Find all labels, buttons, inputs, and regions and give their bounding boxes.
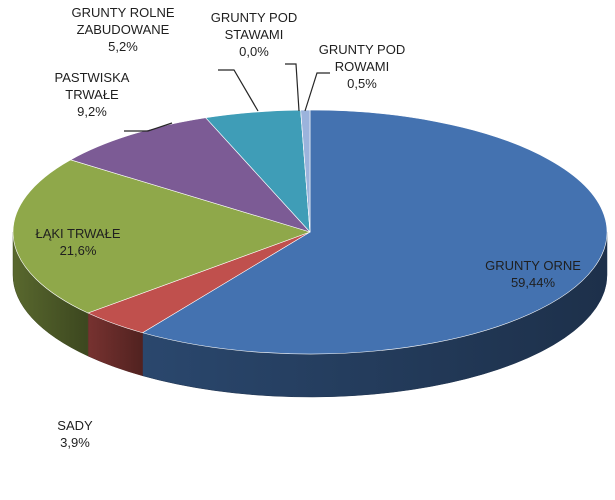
leader-line-6 xyxy=(304,72,330,112)
data-label-category: GRUNTY POD xyxy=(319,42,405,57)
data-label-category: ZABUDOWANE xyxy=(77,22,170,37)
pie-slice-2 xyxy=(12,159,311,314)
leader-line-5 xyxy=(285,63,300,112)
leader-lines xyxy=(124,63,330,132)
pie-tops xyxy=(12,109,608,355)
data-label-category: ŁĄKI TRWAŁE xyxy=(35,226,120,241)
pie-slice-3 xyxy=(70,117,311,233)
data-label-0: GRUNTY ORNE 59,44% xyxy=(485,258,581,290)
data-label-1: SADY 3,9% xyxy=(57,418,93,450)
data-label-value: 0,5% xyxy=(347,76,377,91)
data-label-category: PASTWISKA xyxy=(55,70,130,85)
data-label-4: GRUNTY ROLNE ZABUDOWANE 5,2% xyxy=(71,5,174,54)
data-label-category: SADY xyxy=(57,418,93,433)
data-labels: GRUNTY ORNE 59,44% SADY 3,9% ŁĄKI TRWAŁE 21,6… xyxy=(35,5,581,450)
data-label-category: GRUNTY ORNE xyxy=(485,258,581,273)
data-label-category: TRWAŁE xyxy=(65,87,119,102)
data-label-2: ŁĄKI TRWAŁE 21,6% xyxy=(35,226,120,258)
data-label-value: 0,0% xyxy=(239,44,269,59)
data-label-category: STAWAMI xyxy=(225,27,284,42)
data-label-category: GRUNTY ROLNE xyxy=(71,5,174,20)
data-label-category: GRUNTY POD xyxy=(211,10,297,25)
leader-line-3 xyxy=(124,122,173,132)
data-label-5: GRUNTY POD STAWAMI 0,0% xyxy=(211,10,297,59)
data-label-category: ROWAMI xyxy=(335,59,389,74)
pie-slice-0 xyxy=(142,109,608,355)
data-label-value: 21,6% xyxy=(60,243,97,258)
data-label-value: 5,2% xyxy=(108,39,138,54)
data-label-value: 59,44% xyxy=(511,275,556,290)
leader-line-4 xyxy=(218,69,259,112)
data-label-3: PASTWISKA TRWAŁE 9,2% xyxy=(55,70,130,119)
data-label-value: 3,9% xyxy=(60,435,90,450)
data-label-6: GRUNTY POD ROWAMI 0,5% xyxy=(319,42,405,91)
data-label-value: 9,2% xyxy=(77,104,107,119)
